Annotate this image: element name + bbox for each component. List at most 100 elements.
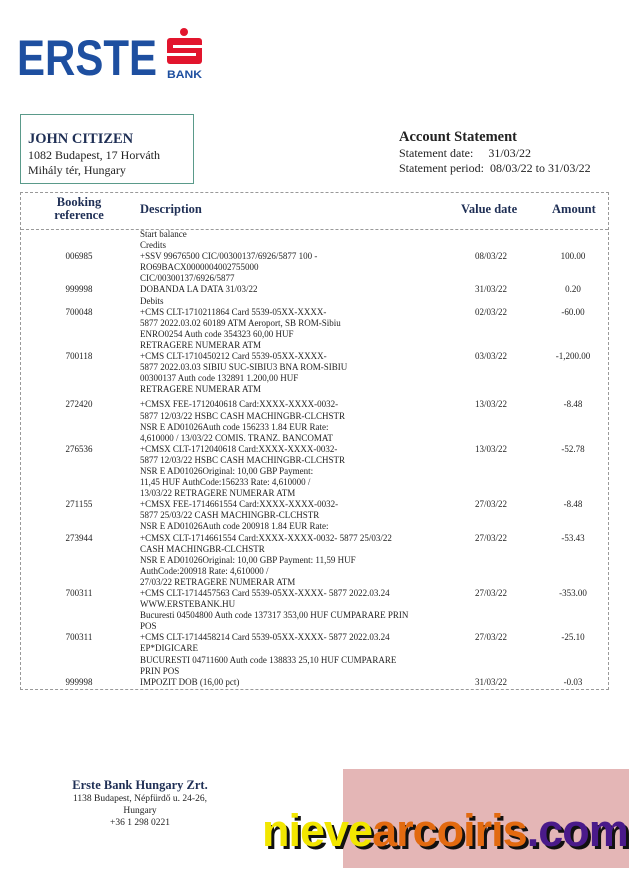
header-description: Description — [140, 202, 202, 216]
table-row-continuation: 5877 12/03/22 HSBC CASH MACHINGBR-CLCHST… — [21, 455, 608, 466]
bank-address-line: Hungary — [123, 806, 157, 816]
table-row-continuation: Credits — [21, 240, 608, 251]
value-date: 27/03/22 — [474, 499, 507, 510]
value-date: 31/03/22 — [474, 284, 507, 295]
statement-date-value: 31/03/22 — [488, 146, 531, 160]
statement-info: Account Statement Statement date: 31/03/… — [399, 128, 591, 176]
description: +CMS CLT-1710211864 Card 5539-05XX-XXXX- — [140, 306, 327, 317]
description: CIC/00300137/6926/5877 — [140, 273, 235, 284]
table-row-continuation: CASH MACHINGBR-CLCHSTR — [21, 544, 608, 555]
bank-phone: +36 1 298 0221 — [110, 818, 170, 828]
table-row-continuation: 13/03/22 RETRAGERE NUMERAR ATM — [21, 488, 608, 499]
table-row: 700311 +CMS CLT-1714458214 Card 5539-05XX… — [21, 632, 608, 643]
booking-reference: 276536 — [65, 443, 93, 454]
watermark-background — [343, 769, 629, 868]
table-row-continuation: EP*DIGICARE — [21, 643, 608, 654]
customer-name: JOHN CITIZEN — [28, 131, 134, 147]
table-row: 999998 IMPOZIT DOB (16,00 pct) 31/03/22 -0.… — [21, 677, 608, 688]
statement-date: Statement date: 31/03/22 — [399, 146, 591, 161]
amount: 0.20 — [565, 284, 581, 295]
description: Credits — [140, 240, 166, 251]
table-header: Booking reference Description Value date… — [21, 193, 608, 230]
table-row-continuation: NSR E AD01026Auth code 156233 1.84 EUR R… — [21, 422, 608, 433]
value-date: 27/03/22 — [474, 632, 507, 643]
erste-bank-logo: ERSTE BANK — [17, 28, 202, 80]
table-row-continuation: CIC/00300137/6926/5877 — [21, 273, 608, 284]
table-row: 272420 +CMSX FEE-1712040618 Card:XXXX-XXX… — [21, 399, 608, 410]
table-body: Start balance Credits 006985 +SSV 99676500 … — [21, 229, 608, 688]
table-row-continuation: BUCURESTI 04711600 Auth code 138833 25,1… — [21, 655, 608, 666]
description: EP*DIGICARE — [140, 643, 198, 654]
description: POS — [140, 621, 157, 632]
header-value-date: Value date — [461, 202, 518, 216]
booking-reference: 272420 — [65, 399, 93, 410]
description: 5877 2022.03.03 SIBIU SUC-SIBIU3 BNA ROM… — [140, 362, 348, 373]
bank-name: Erste Bank Hungary Zrt. — [72, 778, 208, 792]
customer-address-line: Mihály tér, Hungary — [28, 163, 126, 177]
table-row-continuation: RETRAGERE NUMERAR ATM — [21, 340, 608, 351]
table-row-continuation: Bucuresti 04504800 Auth code 137317 353,… — [21, 610, 608, 621]
table-row: 276536 +CMSX CLT-1712040618 Card:XXXX-XXX… — [21, 444, 608, 455]
description: NSR E AD01026Auth code 156233 1.84 EUR R… — [140, 421, 329, 432]
table-row-continuation: WWW.ERSTEBANK.HU — [21, 599, 608, 610]
booking-reference: 700118 — [65, 351, 93, 362]
booking-reference: 273944 — [65, 532, 93, 543]
table-row-continuation: RO69BACX0000004002755000 — [21, 262, 608, 273]
booking-reference: 271155 — [65, 499, 93, 510]
description: +CMSX CLT-1712040618 Card:XXXX-XXXX-0032… — [140, 443, 338, 454]
value-date: 13/03/22 — [474, 399, 507, 410]
table-row-continuation: Debits — [21, 296, 608, 307]
amount: -8.48 — [563, 399, 583, 410]
watermark-part: .com — [526, 805, 629, 856]
customer-address-line: 1082 Budapest, 17 Horváth — [28, 148, 160, 162]
table-row-continuation: 5877 2022.03.02 60189 ATM Aeroport, SB R… — [21, 318, 608, 329]
description: +CMS CLT-1714458214 Card 5539-05XX-XXXX-… — [140, 632, 390, 643]
header-ref-line: Booking — [56, 195, 102, 209]
description: 5877 12/03/22 HSBC CASH MACHINGBR-CLCHST… — [140, 454, 346, 465]
value-date: 27/03/22 — [474, 532, 507, 543]
description: PRIN POS — [140, 665, 180, 676]
description: 4,610000 / 13/03/22 COMIS. TRANZ. BANCOM… — [140, 432, 333, 443]
description: RO69BACX0000004002755000 — [140, 262, 259, 273]
amount: -0.03 — [563, 676, 583, 687]
statement-period: Statement period: 08/03/22 to 31/03/22 — [399, 161, 591, 176]
amount: -353.00 — [559, 588, 587, 598]
header-amount: Amount — [552, 202, 596, 216]
description: 5877 2022.03.02 60189 ATM Aeroport, SB R… — [140, 317, 341, 328]
table-row-continuation: POS — [21, 621, 608, 632]
watermark-part: nieve — [262, 805, 373, 856]
table-row-continuation: AuthCode:200918 Rate: 4,610000 / — [21, 566, 608, 577]
table-row-continuation: NSR E AD01026Auth code 200918 1.84 EUR R… — [21, 521, 608, 532]
amount: -53.43 — [561, 532, 585, 543]
table-row-continuation: 00300137 Auth code 132891 1.200,00 HUF — [21, 373, 608, 384]
amount: -60.00 — [561, 306, 585, 317]
table-row: 273944 +CMSX CLT-1714661554 Card:XXXX-XXX… — [21, 533, 608, 544]
amount: 100.00 — [560, 251, 586, 262]
description: NSR E AD01026Original: 10,00 GBP Payment… — [140, 465, 314, 476]
watermark-logo: nievearcoiris.com — [262, 805, 629, 856]
description: NSR E AD01026Auth code 200918 1.84 EUR R… — [140, 521, 329, 532]
watermark-part: arcoiris — [372, 805, 528, 856]
table-row: 700118 +CMS CLT-1710450212 Card 5539-05XX… — [21, 351, 608, 362]
booking-reference: 006985 — [65, 251, 93, 262]
description: +SSV 99676500 CIC/00300137/6926/5877 100… — [140, 251, 318, 262]
description: +CMS CLT-1710450212 Card 5539-05XX-XXXX- — [140, 351, 327, 362]
description: DOBANDA LA DATA 31/03/22 — [140, 284, 258, 295]
table-row-continuation: Start balance — [21, 229, 608, 240]
description: 00300137 Auth code 132891 1.200,00 HUF — [140, 373, 299, 384]
transactions-table: Booking reference Description Value date… — [20, 192, 609, 690]
header-booking-reference: Booking reference — [49, 196, 109, 222]
description: WWW.ERSTEBANK.HU — [140, 599, 236, 610]
description: RETRAGERE NUMERAR ATM — [140, 384, 262, 395]
description: RETRAGERE NUMERAR ATM — [140, 339, 262, 350]
table-row-continuation: 5877 12/03/22 HSBC CASH MACHINGBR-CLCHST… — [21, 411, 608, 422]
value-date: 08/03/22 — [474, 251, 507, 262]
table-row: 271155 +CMSX FEE-1714661554 Card:XXXX-XXX… — [21, 499, 608, 510]
table-row-continuation: ENRO0254 Auth code 354323 60,00 HUF — [21, 329, 608, 340]
table-row-continuation: 11,45 HUF AuthCode:156233 Rate: 4,610000… — [21, 477, 608, 488]
table-row-continuation: 27/03/22 RETRAGERE NUMERAR ATM — [21, 577, 608, 588]
booking-reference: 999998 — [65, 284, 93, 295]
description: +CMSX CLT-1714661554 Card:XXXX-XXXX-0032… — [140, 532, 392, 543]
amount: -1,200.00 — [555, 351, 591, 362]
bank-footer: Erste Bank Hungary Zrt. 1138 Budapest, N… — [40, 778, 240, 829]
